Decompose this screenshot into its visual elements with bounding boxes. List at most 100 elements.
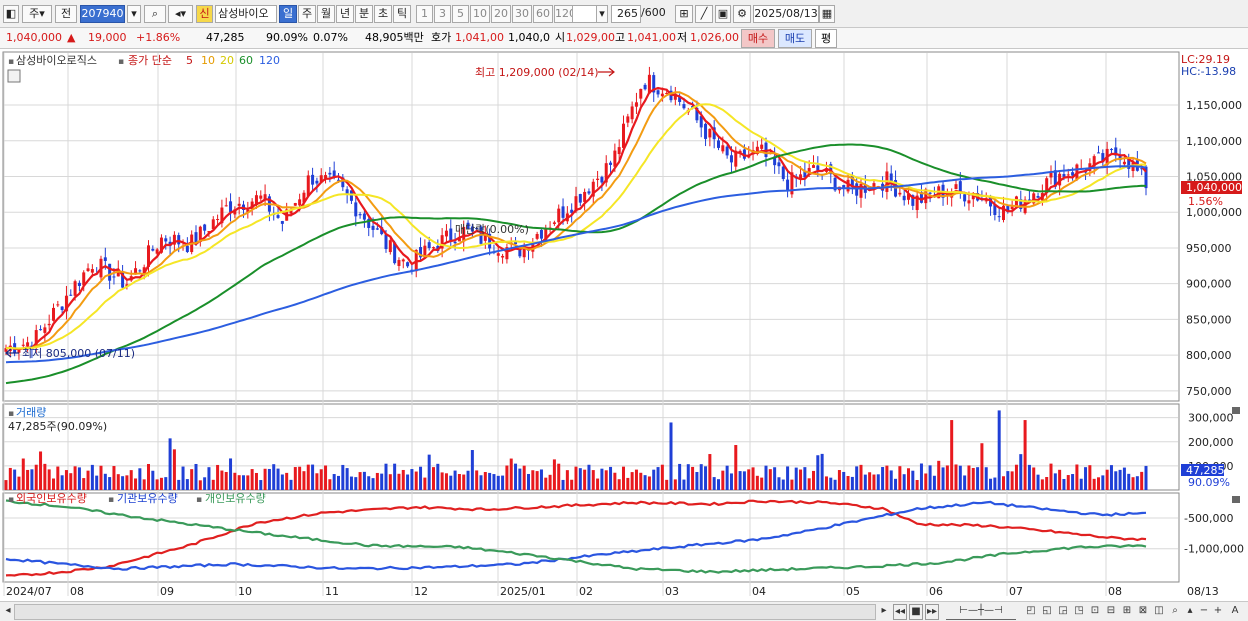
- volume-bar: [466, 470, 470, 490]
- market-type-select[interactable]: 주▾: [22, 5, 52, 23]
- volume-bar: [112, 466, 116, 490]
- candle-body: [1045, 178, 1049, 193]
- auto-scale-icon[interactable]: A: [1231, 605, 1239, 616]
- interval-button-20[interactable]: 20: [491, 5, 511, 23]
- candle-body: [1010, 206, 1014, 210]
- stop-icon[interactable]: ■: [909, 604, 923, 620]
- stock-code-input[interactable]: 207940: [80, 5, 125, 23]
- volume-bar: [13, 469, 17, 490]
- search-icon[interactable]: ⌕: [144, 5, 166, 23]
- candle-body: [993, 204, 997, 216]
- interval-button-120[interactable]: 120: [554, 5, 574, 23]
- interval-dropdown-icon[interactable]: ▾: [596, 5, 608, 23]
- volume-bar: [198, 480, 202, 490]
- candle-body: [652, 75, 656, 93]
- candle-body: [164, 238, 168, 242]
- code-dropdown-icon[interactable]: ▾: [127, 5, 141, 23]
- zoom-slider[interactable]: ⊢—┼—⊣: [946, 604, 1016, 620]
- volume-bar: [911, 470, 915, 490]
- stock-name-field[interactable]: 삼성바이오: [215, 5, 277, 23]
- ask-label: 호가: [431, 31, 452, 44]
- volume-bar: [501, 475, 505, 490]
- layout-icon-1[interactable]: ◰: [1026, 605, 1036, 616]
- price-tick-label: 800,000: [1186, 349, 1232, 362]
- candle-body: [229, 201, 233, 213]
- zoom-out-icon[interactable]: −: [1199, 605, 1209, 616]
- layout-icon-4[interactable]: ◳: [1074, 605, 1084, 616]
- volume-bar: [634, 469, 638, 490]
- volume-bar: [833, 479, 837, 490]
- interval-button-30[interactable]: 30: [512, 5, 532, 23]
- save-icon[interactable]: ▣: [715, 5, 731, 23]
- volume-bar: [449, 475, 453, 490]
- interval-button-5[interactable]: 5: [452, 5, 469, 23]
- layout-icon-7[interactable]: ⊞: [1122, 605, 1132, 616]
- volume-bar: [77, 467, 81, 490]
- layout-icon-8[interactable]: ⊠: [1138, 605, 1148, 616]
- candle-body: [647, 74, 651, 94]
- interval-button-1[interactable]: 1: [416, 5, 433, 23]
- layout-icon-5[interactable]: ⊡: [1090, 605, 1100, 616]
- period-button-2[interactable]: 월: [317, 5, 335, 23]
- volume-bar: [855, 466, 859, 490]
- rewind-icon[interactable]: ◂◂: [893, 604, 907, 620]
- forward-icon[interactable]: ▸▸: [925, 604, 939, 620]
- period-button-0[interactable]: 일: [279, 5, 297, 23]
- period-button-4[interactable]: 분: [355, 5, 373, 23]
- scroll-right-icon[interactable]: ▸: [881, 605, 887, 616]
- interval-button-10[interactable]: 10: [470, 5, 490, 23]
- period-button-5[interactable]: 초: [374, 5, 392, 23]
- interval-button-3[interactable]: 3: [434, 5, 451, 23]
- layout-icon-9[interactable]: ◫: [1154, 605, 1164, 616]
- all-button[interactable]: 전: [55, 5, 77, 23]
- sound-icon[interactable]: ◂▾: [168, 5, 193, 23]
- holding-panel-close-icon[interactable]: [1232, 496, 1240, 503]
- gear-icon[interactable]: ⚙: [733, 5, 751, 23]
- horizontal-scrollbar[interactable]: [14, 604, 876, 620]
- period-button-6[interactable]: 틱: [393, 5, 411, 23]
- count-input[interactable]: 265: [611, 5, 641, 23]
- inst-holding-label: 기관보유수량: [117, 492, 178, 505]
- volume-bar: [876, 474, 880, 490]
- table-toggle-icon[interactable]: [7, 69, 21, 83]
- volume-bar: [1058, 469, 1062, 490]
- candlestick-series: [4, 66, 1148, 360]
- interval-button-60[interactable]: 60: [533, 5, 553, 23]
- layout-icon-2[interactable]: ◱: [1042, 605, 1052, 616]
- volume-bar: [1071, 474, 1075, 490]
- holding-marker-icon-1: ▪: [8, 495, 14, 505]
- drawing-icon[interactable]: ╱: [695, 5, 713, 23]
- magnify-icon[interactable]: ⌕: [1172, 605, 1178, 616]
- evaluate-button[interactable]: 평: [815, 29, 837, 48]
- buy-button[interactable]: 매수: [741, 29, 775, 48]
- volume-bar: [639, 472, 643, 490]
- volume-bar: [881, 467, 885, 490]
- scroll-up-icon[interactable]: ▴: [1187, 605, 1193, 616]
- layout-icon-3[interactable]: ◲: [1058, 605, 1068, 616]
- scroll-left-icon[interactable]: ◂: [5, 605, 11, 616]
- zoom-in-icon[interactable]: +: [1213, 605, 1223, 616]
- calendar-icon[interactable]: ▦: [819, 5, 835, 23]
- chart-area[interactable]: 1,150,000 1,100,000 1,050,000 1,000,000 950,…: [0, 50, 1248, 601]
- volume-bar: [704, 466, 708, 490]
- candle-body: [4, 348, 8, 352]
- volume-bar: [850, 476, 854, 490]
- high-arrow-icon: [598, 67, 615, 77]
- sell-button[interactable]: 매도: [778, 29, 812, 48]
- chart-settings-icon[interactable]: ◧: [3, 5, 19, 23]
- volume-bar: [777, 477, 781, 490]
- volume-bar: [345, 468, 349, 490]
- period-button-1[interactable]: 주: [298, 5, 316, 23]
- current-pct-label: 1.56%: [1188, 195, 1223, 208]
- holding-tick-label: -500,000: [1184, 512, 1233, 525]
- layout-icon-6[interactable]: ⊟: [1106, 605, 1116, 616]
- date-input[interactable]: 2025/08/13: [753, 5, 819, 23]
- candle-body: [777, 162, 781, 167]
- volume-panel-close-icon[interactable]: [1232, 407, 1240, 414]
- volume-bar: [544, 477, 548, 490]
- volume-bar: [980, 443, 984, 490]
- period-button-3[interactable]: 년: [336, 5, 354, 23]
- volume-bar: [764, 465, 768, 490]
- candle-icon[interactable]: ⊞: [675, 5, 693, 23]
- candle-body: [514, 240, 518, 245]
